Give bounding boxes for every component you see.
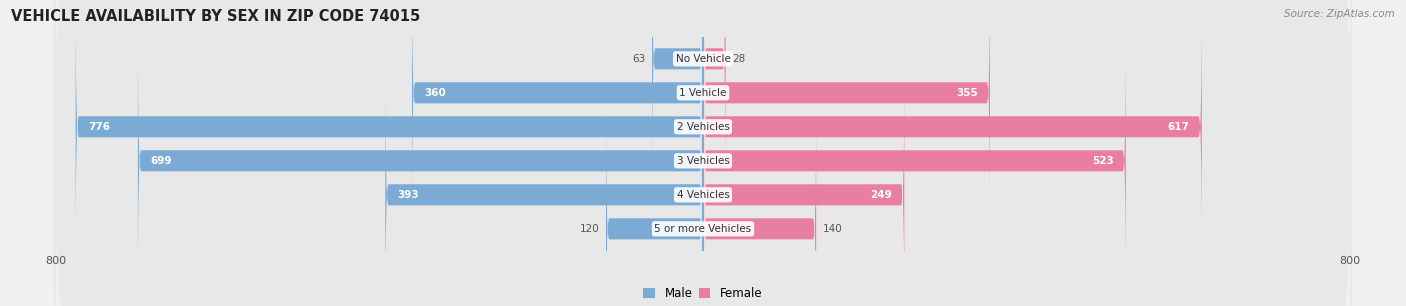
Text: 5 or more Vehicles: 5 or more Vehicles bbox=[654, 224, 752, 234]
Legend: Male, Female: Male, Female bbox=[638, 282, 768, 305]
Text: 120: 120 bbox=[579, 224, 599, 234]
Text: 360: 360 bbox=[425, 88, 446, 98]
Text: No Vehicle: No Vehicle bbox=[675, 54, 731, 64]
FancyBboxPatch shape bbox=[652, 0, 703, 184]
FancyBboxPatch shape bbox=[385, 69, 703, 306]
FancyBboxPatch shape bbox=[55, 0, 1351, 306]
Text: 3 Vehicles: 3 Vehicles bbox=[676, 156, 730, 166]
FancyBboxPatch shape bbox=[138, 35, 703, 286]
Text: 1 Vehicle: 1 Vehicle bbox=[679, 88, 727, 98]
Text: Source: ZipAtlas.com: Source: ZipAtlas.com bbox=[1284, 9, 1395, 19]
FancyBboxPatch shape bbox=[55, 0, 1351, 306]
FancyBboxPatch shape bbox=[703, 69, 904, 306]
FancyBboxPatch shape bbox=[76, 1, 703, 252]
Text: VEHICLE AVAILABILITY BY SEX IN ZIP CODE 74015: VEHICLE AVAILABILITY BY SEX IN ZIP CODE … bbox=[11, 9, 420, 24]
FancyBboxPatch shape bbox=[55, 0, 1351, 306]
FancyBboxPatch shape bbox=[703, 1, 1202, 252]
Text: 617: 617 bbox=[1168, 122, 1189, 132]
Text: 699: 699 bbox=[150, 156, 172, 166]
Text: 523: 523 bbox=[1092, 156, 1114, 166]
FancyBboxPatch shape bbox=[55, 0, 1351, 306]
FancyBboxPatch shape bbox=[703, 35, 1126, 286]
FancyBboxPatch shape bbox=[703, 103, 815, 306]
FancyBboxPatch shape bbox=[55, 0, 1351, 306]
FancyBboxPatch shape bbox=[55, 0, 1351, 306]
Text: 28: 28 bbox=[733, 54, 745, 64]
Text: 4 Vehicles: 4 Vehicles bbox=[676, 190, 730, 200]
Text: 63: 63 bbox=[633, 54, 645, 64]
Text: 393: 393 bbox=[398, 190, 419, 200]
Text: 249: 249 bbox=[870, 190, 893, 200]
Text: 140: 140 bbox=[823, 224, 842, 234]
FancyBboxPatch shape bbox=[703, 0, 725, 184]
Text: 2 Vehicles: 2 Vehicles bbox=[676, 122, 730, 132]
Text: 776: 776 bbox=[87, 122, 110, 132]
FancyBboxPatch shape bbox=[412, 0, 703, 218]
FancyBboxPatch shape bbox=[606, 103, 703, 306]
Text: 355: 355 bbox=[956, 88, 979, 98]
FancyBboxPatch shape bbox=[703, 0, 990, 218]
